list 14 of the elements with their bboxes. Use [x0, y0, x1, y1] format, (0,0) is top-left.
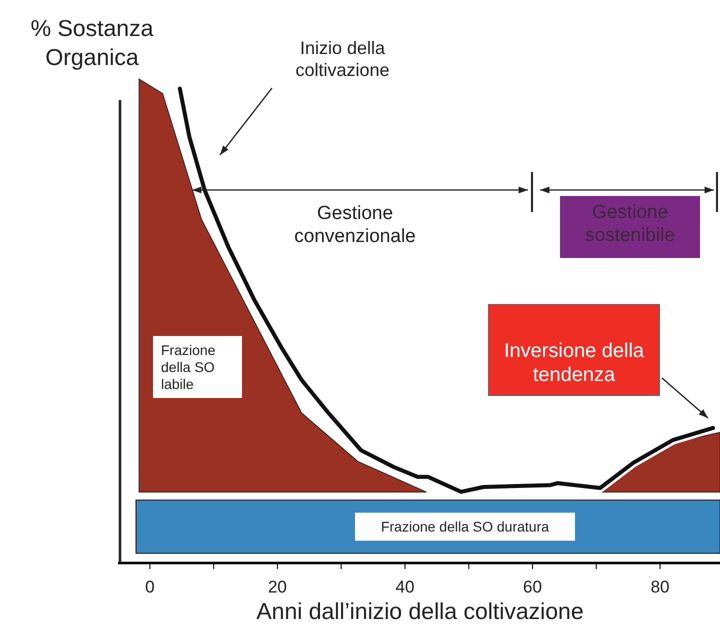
- annotation: Gestione sostenibile: [560, 196, 700, 258]
- annotation: Inizio della coltivazione: [294, 38, 391, 82]
- x-tick-label: 40: [396, 577, 414, 596]
- annotation: Inversione della tendenza: [488, 304, 660, 396]
- label-box: Frazione della SO duratura: [355, 512, 575, 541]
- band-label: Frazione della SO duratura: [380, 518, 550, 535]
- series-label: Frazione della SO labile: [153, 336, 242, 398]
- x-tick-label: 80: [650, 577, 670, 596]
- x-tick-label: 0: [145, 577, 155, 596]
- x-tick-label: 20: [268, 577, 287, 596]
- y-axis-title: % Sostanza Organica: [30, 14, 154, 72]
- x-axis-title: Anni dall’inizio della coltivazione: [255, 598, 585, 626]
- annotation: Gestione convenzionale: [293, 203, 417, 249]
- x-tick-label: 60: [523, 577, 542, 596]
